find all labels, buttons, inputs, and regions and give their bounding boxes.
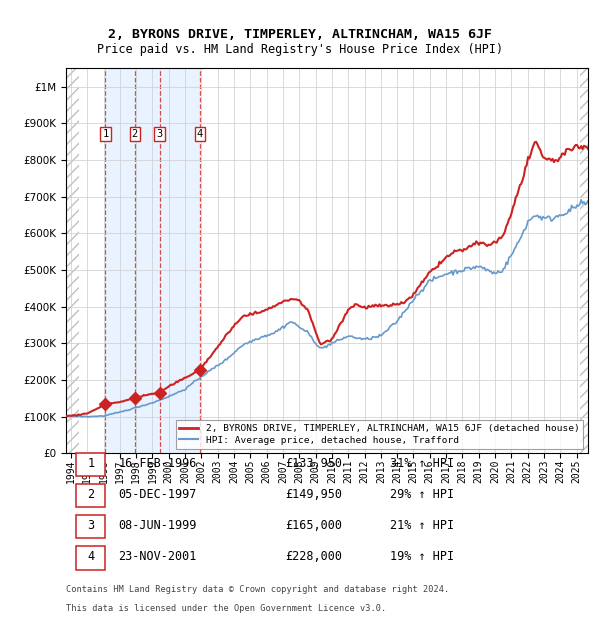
Text: 4: 4 [197, 129, 203, 140]
Text: This data is licensed under the Open Government Licence v3.0.: This data is licensed under the Open Gov… [66, 604, 386, 613]
Bar [160, 68, 200, 453]
Text: 31% ↑ HPI: 31% ↑ HPI [389, 457, 454, 470]
Text: 2: 2 [87, 489, 94, 501]
Bar [135, 68, 160, 453]
Text: Contains HM Land Registry data © Crown copyright and database right 2024.: Contains HM Land Registry data © Crown c… [66, 585, 449, 594]
Text: £228,000: £228,000 [285, 551, 342, 564]
Text: 4: 4 [87, 551, 94, 564]
Text: 3: 3 [87, 520, 94, 533]
Text: 2: 2 [132, 129, 138, 140]
Text: 3: 3 [157, 129, 163, 140]
Text: £149,950: £149,950 [285, 489, 342, 501]
Text: 23-NOV-2001: 23-NOV-2001 [118, 551, 197, 564]
Bar [106, 68, 135, 453]
Text: 1: 1 [103, 129, 109, 140]
Legend: 2, BYRONS DRIVE, TIMPERLEY, ALTRINCHAM, WA15 6JF (detached house), HPI: Average : 2, BYRONS DRIVE, TIMPERLEY, ALTRINCHAM, … [176, 420, 583, 448]
Text: 21% ↑ HPI: 21% ↑ HPI [389, 520, 454, 533]
Text: 05-DEC-1997: 05-DEC-1997 [118, 489, 197, 501]
FancyBboxPatch shape [76, 484, 105, 507]
Text: 1: 1 [87, 457, 94, 470]
Text: Price paid vs. HM Land Registry's House Price Index (HPI): Price paid vs. HM Land Registry's House … [97, 43, 503, 56]
Text: 16-FEB-1996: 16-FEB-1996 [118, 457, 197, 470]
Text: 2, BYRONS DRIVE, TIMPERLEY, ALTRINCHAM, WA15 6JF: 2, BYRONS DRIVE, TIMPERLEY, ALTRINCHAM, … [108, 28, 492, 41]
FancyBboxPatch shape [76, 515, 105, 538]
Text: £133,950: £133,950 [285, 457, 342, 470]
Text: 08-JUN-1999: 08-JUN-1999 [118, 520, 197, 533]
FancyBboxPatch shape [76, 453, 105, 476]
Text: 19% ↑ HPI: 19% ↑ HPI [389, 551, 454, 564]
FancyBboxPatch shape [76, 546, 105, 570]
Text: £165,000: £165,000 [285, 520, 342, 533]
Text: 29% ↑ HPI: 29% ↑ HPI [389, 489, 454, 501]
